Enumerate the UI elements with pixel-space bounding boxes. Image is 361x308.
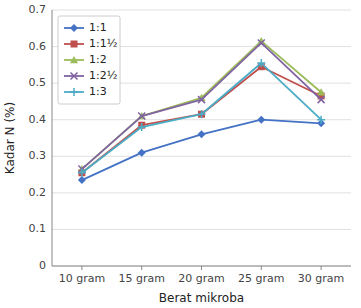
legend-label: 1:3 <box>89 85 107 98</box>
y-axis-label: Kadar N (%) <box>3 102 17 174</box>
x-tick-label: 30 gram <box>298 272 344 285</box>
marker <box>257 116 265 124</box>
marker <box>317 88 325 95</box>
legend-marker <box>71 41 78 48</box>
legend-marker <box>70 56 78 63</box>
x-axis-label: Berat mikroba <box>159 291 244 305</box>
series <box>78 63 324 176</box>
marker <box>198 96 205 103</box>
legend-label: 1:1 <box>89 21 107 34</box>
marker <box>318 96 325 103</box>
marker <box>78 176 86 184</box>
y-tick-label: 0.4 <box>29 113 47 126</box>
marker <box>198 110 206 118</box>
legend-item: 1:2 <box>64 53 107 66</box>
legend-item: 1:2½ <box>64 69 117 82</box>
legend-label: 1:2 <box>89 53 107 66</box>
y-tick-label: 0.3 <box>29 149 47 162</box>
marker <box>258 39 265 46</box>
x-tick <box>321 266 322 270</box>
grid-line <box>52 119 351 120</box>
x-tick-label: 20 gram <box>178 272 224 285</box>
x-tick-label: 10 gram <box>59 272 105 285</box>
legend-item: 1:1 <box>64 21 107 34</box>
x-tick-label: 15 gram <box>118 272 164 285</box>
y-tick-label: 0 <box>39 259 46 272</box>
marker <box>138 149 146 157</box>
marker <box>138 123 146 131</box>
grid-line <box>52 10 351 11</box>
legend-item: 1:3 <box>64 85 107 98</box>
x-tick-label: 25 gram <box>238 272 284 285</box>
legend-marker <box>71 73 78 80</box>
legend-label: 1:2½ <box>89 69 117 82</box>
x-tick <box>141 266 142 270</box>
x-tick <box>201 266 202 270</box>
chart: 0 0.1 0.2 0.3 0.4 0.5 0.6 0.7 10 gram 15 gram 20 g… <box>0 0 361 308</box>
marker <box>138 113 145 120</box>
y-axis-line <box>52 10 53 266</box>
y-tick-label: 0.7 <box>29 3 47 16</box>
marker <box>317 116 325 124</box>
marker <box>257 59 265 67</box>
legend-item: 1:1½ <box>64 37 117 50</box>
legend: 1:1 1:1½ 1:2 1:2½ 1:3 <box>58 16 120 104</box>
y-tick-label: 0.5 <box>29 76 47 89</box>
grid-line <box>52 192 351 193</box>
series <box>78 59 325 177</box>
x-tick <box>261 266 262 270</box>
legend-label: 1:1½ <box>89 37 117 50</box>
y-grid <box>52 10 351 266</box>
series <box>78 116 325 184</box>
x-tick <box>81 266 82 270</box>
legend-marker <box>70 24 78 32</box>
legend-box <box>58 16 120 104</box>
y-tick-label: 0.6 <box>29 40 47 53</box>
y-tick-label: 0.2 <box>29 186 47 199</box>
grid-line <box>52 229 351 230</box>
marker <box>78 169 86 177</box>
line <box>82 120 321 180</box>
marker <box>198 130 206 138</box>
y-tick-label: 0.1 <box>29 222 47 235</box>
legend-marker <box>70 88 78 96</box>
